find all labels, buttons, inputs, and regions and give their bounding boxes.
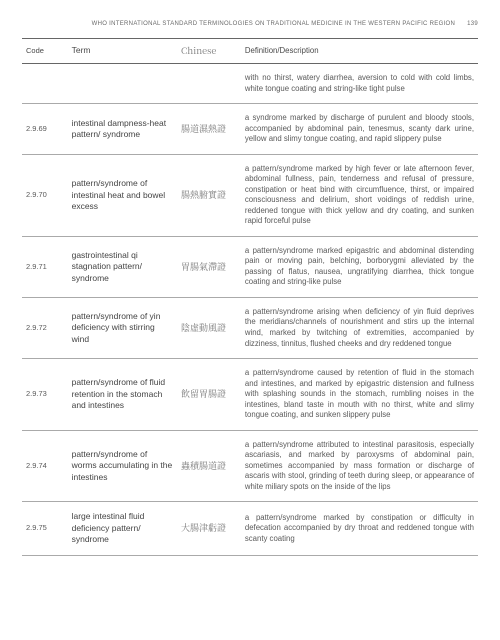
cell-definition: a pattern/syndrome caused by retention o… <box>241 359 478 431</box>
cell-code: 2.9.71 <box>22 236 68 297</box>
terminology-table: Code Term Chinese Definition/Description… <box>22 38 478 556</box>
cell-code: 2.9.72 <box>22 297 68 358</box>
cell-chinese: 胃腸氣滯證 <box>177 236 241 297</box>
cell-term: pattern/syndrome of fluid retention in t… <box>68 359 177 431</box>
table-row: 2.9.74 pattern/syndrome of worms accumul… <box>22 430 478 502</box>
cell-chinese: 飲留胃腸證 <box>177 359 241 431</box>
cell-definition: a syndrome marked by discharge of purule… <box>241 104 478 155</box>
cell-definition: a pattern/syndrome marked epigastric and… <box>241 236 478 297</box>
header-title: WHO INTERNATIONAL STANDARD TERMINOLOGIES… <box>92 21 455 27</box>
col-header-chinese: Chinese <box>177 39 241 64</box>
cell-chinese <box>177 64 241 104</box>
table-row: 2.9.71 gastrointestinal qi stagnation pa… <box>22 236 478 297</box>
cell-term: intestinal dampness-heat pattern/ syndro… <box>68 104 177 155</box>
cell-chinese: 陰虛動風證 <box>177 297 241 358</box>
cell-chinese: 腸道濕熱證 <box>177 104 241 155</box>
page-header: WHO INTERNATIONAL STANDARD TERMINOLOGIES… <box>22 20 478 28</box>
table-row: 2.9.73 pattern/syndrome of fluid retenti… <box>22 359 478 431</box>
cell-chinese: 蟲積腸道證 <box>177 430 241 502</box>
cell-code: 2.9.70 <box>22 154 68 236</box>
col-header-definition: Definition/Description <box>241 39 478 64</box>
cell-code <box>22 64 68 104</box>
cell-definition: a pattern/syndrome marked by high fever … <box>241 154 478 236</box>
cell-definition: a pattern/syndrome marked by constipatio… <box>241 502 478 555</box>
table-row: with no thirst, watery diarrhea, aversio… <box>22 64 478 104</box>
table-row: 2.9.75 large intestinal fluid deficiency… <box>22 502 478 555</box>
cell-definition: a pattern/syndrome attributed to intesti… <box>241 430 478 502</box>
cell-term: pattern/syndrome of worms accumulating i… <box>68 430 177 502</box>
cell-definition: with no thirst, watery diarrhea, aversio… <box>241 64 478 104</box>
cell-term <box>68 64 177 104</box>
cell-definition: a pattern/syndrome arising when deficien… <box>241 297 478 358</box>
cell-term: large intestinal fluid deficiency patter… <box>68 502 177 555</box>
cell-code: 2.9.73 <box>22 359 68 431</box>
table-header-row: Code Term Chinese Definition/Description <box>22 39 478 64</box>
table-row: 2.9.72 pattern/syndrome of yin deficienc… <box>22 297 478 358</box>
cell-term: pattern/syndrome of yin deficiency with … <box>68 297 177 358</box>
col-header-code: Code <box>22 39 68 64</box>
cell-code: 2.9.75 <box>22 502 68 555</box>
cell-chinese: 腸熱腑實證 <box>177 154 241 236</box>
table-row: 2.9.70 pattern/syndrome of intestinal he… <box>22 154 478 236</box>
cell-code: 2.9.74 <box>22 430 68 502</box>
table-row: 2.9.69 intestinal dampness-heat pattern/… <box>22 104 478 155</box>
cell-term: gastrointestinal qi stagnation pattern/ … <box>68 236 177 297</box>
page-number: 139 <box>467 21 478 27</box>
cell-code: 2.9.69 <box>22 104 68 155</box>
cell-term: pattern/syndrome of intestinal heat and … <box>68 154 177 236</box>
col-header-term: Term <box>68 39 177 64</box>
table-body: with no thirst, watery diarrhea, aversio… <box>22 64 478 555</box>
cell-chinese: 大腸津虧證 <box>177 502 241 555</box>
